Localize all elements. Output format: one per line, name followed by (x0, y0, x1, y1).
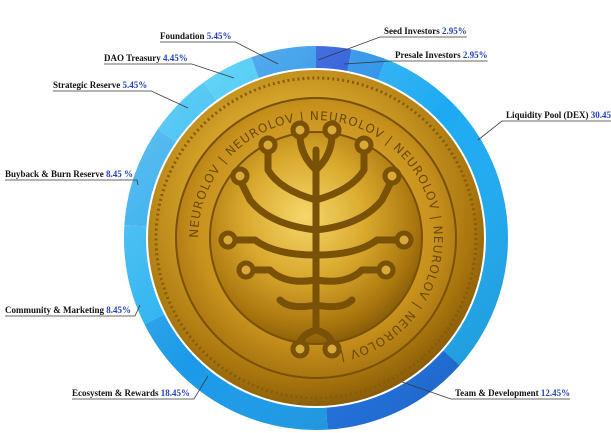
label-name-presale-investors: Presale Investors (395, 50, 463, 60)
label-strategic-reserve: Strategic Reserve 5.45% (53, 80, 147, 90)
leader-strategic-reserve (53, 90, 189, 109)
label-value-community-marketing: 8.45% (106, 305, 131, 315)
label-value-seed-investors: 2.95% (442, 26, 467, 36)
leader-dao-treasury (104, 63, 235, 79)
label-value-strategic-reserve: 5.45% (122, 80, 147, 90)
label-team-development: Team & Development 12.45% (455, 388, 570, 398)
label-name-dao-treasury: DAO Treasury (104, 53, 163, 63)
label-value-dao-treasury: 4.45% (163, 53, 188, 63)
leader-lines (5, 36, 611, 400)
label-value-team-development: 12.45% (541, 388, 570, 398)
label-name-team-development: Team & Development (455, 388, 541, 398)
label-value-presale-investors: 2.95% (463, 50, 488, 60)
label-value-ecosystem-rewards: 18.45% (161, 388, 190, 398)
label-value-buyback-burn-reserve: 8.45 % (106, 169, 133, 179)
label-name-liquidity-pool-dex: Liquidity Pool (DEX) (506, 110, 591, 120)
label-community-marketing: Community & Marketing 8.45% (5, 305, 131, 315)
ring-gloss (124, 46, 508, 430)
label-liquidity-pool-dex: Liquidity Pool (DEX) 30.45% (506, 110, 611, 120)
label-name-buyback-burn-reserve: Buyback & Burn Reserve (5, 169, 106, 179)
label-name-community-marketing: Community & Marketing (5, 305, 106, 315)
leader-foundation (160, 41, 279, 65)
slice-labels: Seed Investors 2.95%Presale Investors 2.… (5, 26, 611, 398)
coin: NEUROLOV | NEUROLOV | NEUROLOV | NEUROLO… (148, 70, 484, 406)
leader-team-development (401, 381, 571, 400)
leader-ecosystem-rewards (72, 375, 209, 400)
label-name-strategic-reserve: Strategic Reserve (53, 80, 122, 90)
leader-community-marketing (5, 304, 141, 317)
label-buyback-burn-reserve: Buyback & Burn Reserve 8.45 % (5, 169, 133, 179)
label-ecosystem-rewards: Ecosystem & Rewards 18.45% (72, 388, 190, 398)
label-name-foundation: Foundation (160, 31, 207, 41)
label-foundation: Foundation 5.45% (160, 31, 232, 41)
leader-seed-investors (317, 36, 467, 61)
neural-nodes (218, 120, 414, 359)
leader-presale-investors (343, 60, 488, 65)
label-dao-treasury: DAO Treasury 4.45% (104, 53, 188, 63)
leader-buyback-burn-reserve (5, 179, 139, 186)
label-name-seed-investors: Seed Investors (384, 26, 442, 36)
label-value-liquidity-pool-dex: 30.45% (591, 110, 611, 120)
label-name-ecosystem-rewards: Ecosystem & Rewards (72, 388, 161, 398)
coin-rim-edge (154, 76, 478, 400)
label-value-foundation: 5.45% (207, 31, 232, 41)
label-seed-investors: Seed Investors 2.95% (384, 26, 467, 36)
leader-liquidity-pool-dex (477, 120, 611, 141)
label-presale-investors: Presale Investors 2.95% (395, 50, 488, 60)
